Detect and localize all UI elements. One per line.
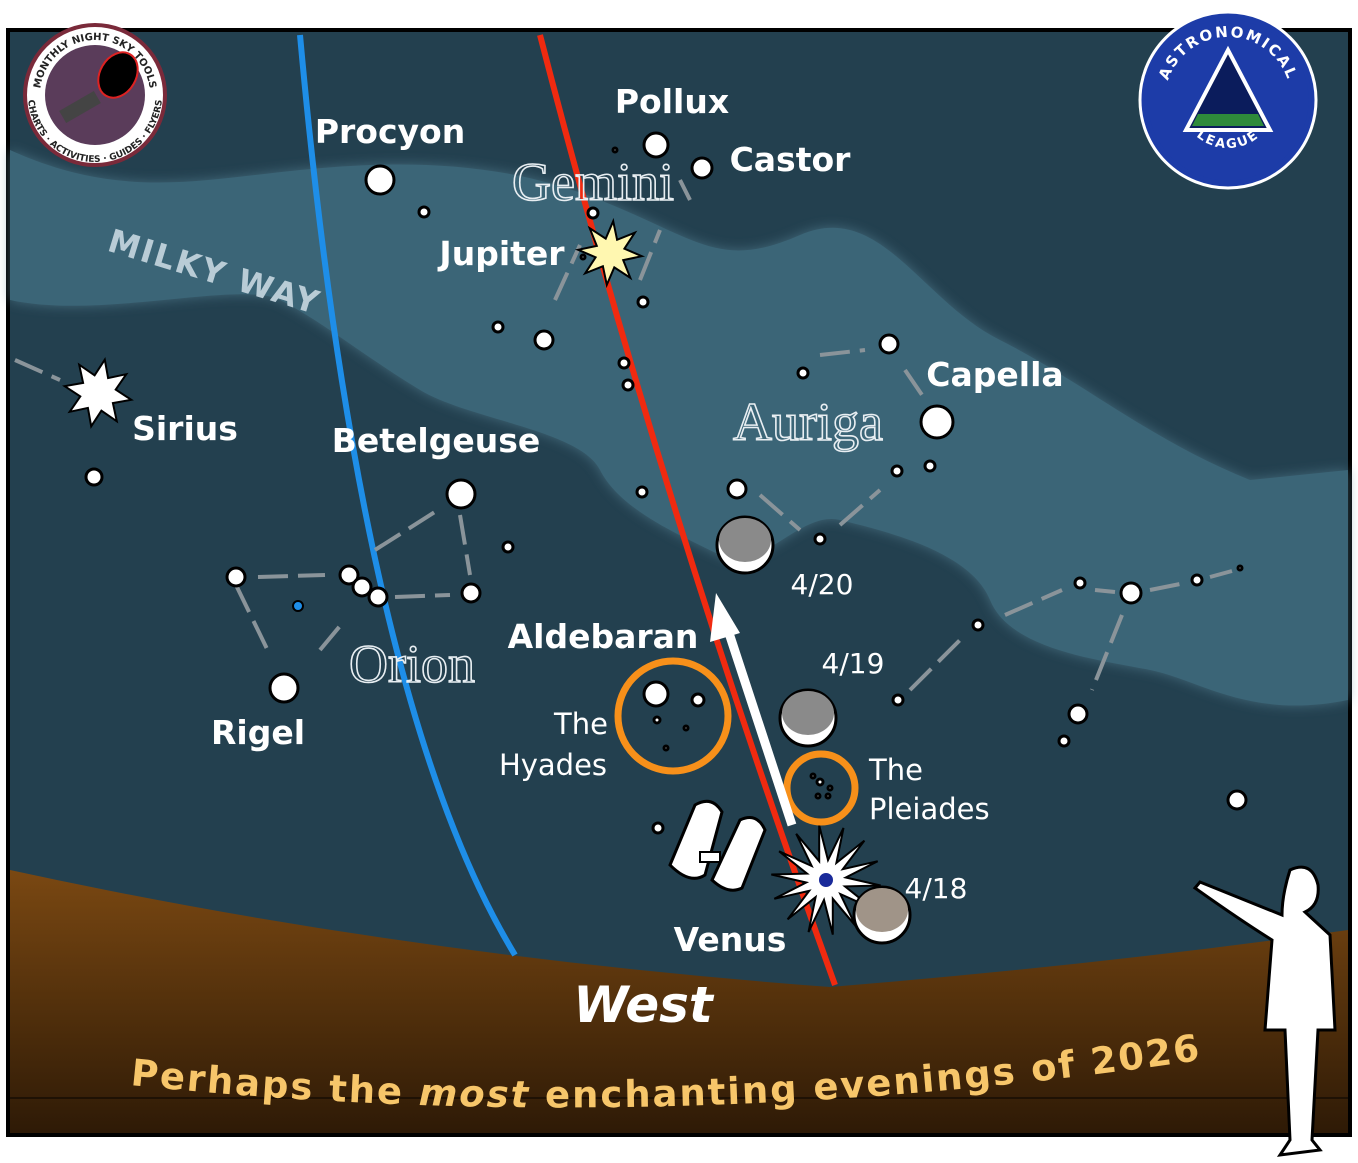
star bbox=[493, 322, 503, 332]
star bbox=[447, 480, 475, 508]
star-label: Castor bbox=[730, 140, 852, 179]
star bbox=[880, 335, 898, 353]
cluster-label: Pleiades bbox=[869, 792, 990, 826]
star bbox=[692, 158, 712, 178]
star-label: Aldebaran bbox=[508, 617, 699, 656]
moon-dark bbox=[856, 888, 908, 932]
star bbox=[1059, 736, 1069, 746]
star-label: Capella bbox=[926, 355, 1063, 394]
page: Procyon Pollux Castor Jupiter Sirius Bet… bbox=[0, 0, 1358, 1163]
cluster-label: The bbox=[553, 707, 608, 741]
star bbox=[925, 461, 935, 471]
star bbox=[664, 746, 668, 750]
planet-label: Jupiter bbox=[437, 234, 565, 273]
moon-date: 4/18 bbox=[905, 872, 968, 905]
star bbox=[654, 717, 660, 723]
star bbox=[811, 774, 815, 778]
star bbox=[973, 620, 983, 630]
star bbox=[86, 469, 102, 485]
star bbox=[1192, 575, 1202, 585]
star bbox=[826, 794, 830, 798]
star bbox=[638, 297, 648, 307]
star bbox=[1121, 583, 1141, 603]
star bbox=[503, 542, 513, 552]
constellation-label: Auriga bbox=[733, 392, 883, 452]
star bbox=[893, 695, 903, 705]
star bbox=[892, 466, 902, 476]
star bbox=[637, 487, 647, 497]
star bbox=[535, 331, 553, 349]
star bbox=[815, 534, 825, 544]
star bbox=[798, 368, 808, 378]
moon-date: 4/20 bbox=[791, 568, 854, 601]
star-label: Rigel bbox=[211, 713, 305, 752]
star bbox=[270, 674, 298, 702]
binoculars-bridge bbox=[700, 852, 720, 862]
star bbox=[816, 794, 820, 798]
constellation-line bbox=[395, 595, 450, 597]
moon-dark bbox=[719, 518, 771, 562]
star-blue bbox=[293, 601, 303, 611]
planet-label: Venus bbox=[674, 920, 787, 959]
star bbox=[623, 380, 633, 390]
sky-map: Procyon Pollux Castor Jupiter Sirius Bet… bbox=[0, 0, 1358, 1163]
star bbox=[1238, 566, 1242, 570]
star bbox=[684, 726, 688, 730]
star bbox=[369, 588, 387, 606]
star bbox=[644, 682, 668, 706]
cluster-label: Hyades bbox=[499, 748, 607, 782]
star bbox=[227, 568, 245, 586]
star-label: Sirius bbox=[132, 409, 238, 448]
star-label: Pollux bbox=[615, 82, 729, 121]
star-label: Betelgeuse bbox=[332, 421, 541, 460]
star bbox=[1069, 705, 1087, 723]
star bbox=[619, 358, 629, 368]
star bbox=[366, 166, 394, 194]
direction-label: West bbox=[573, 976, 715, 1034]
star bbox=[462, 584, 480, 602]
star bbox=[817, 779, 823, 785]
star bbox=[692, 694, 704, 706]
moon-date: 4/19 bbox=[822, 647, 885, 680]
venus-core bbox=[818, 872, 834, 888]
star bbox=[419, 207, 429, 217]
star bbox=[828, 786, 832, 790]
star bbox=[1075, 578, 1085, 588]
logo-land bbox=[1192, 114, 1264, 126]
star bbox=[653, 823, 663, 833]
star bbox=[921, 406, 953, 438]
star bbox=[728, 480, 746, 498]
tagline-part: most bbox=[418, 1071, 530, 1116]
star-label: Procyon bbox=[315, 112, 465, 151]
constellation-label: Orion bbox=[349, 634, 475, 694]
moon-dark bbox=[782, 691, 834, 735]
cluster-label: The bbox=[868, 753, 923, 787]
star bbox=[1228, 791, 1246, 809]
constellation-label: Gemini bbox=[512, 152, 674, 212]
star bbox=[581, 255, 585, 259]
constellation-line bbox=[1095, 590, 1115, 592]
